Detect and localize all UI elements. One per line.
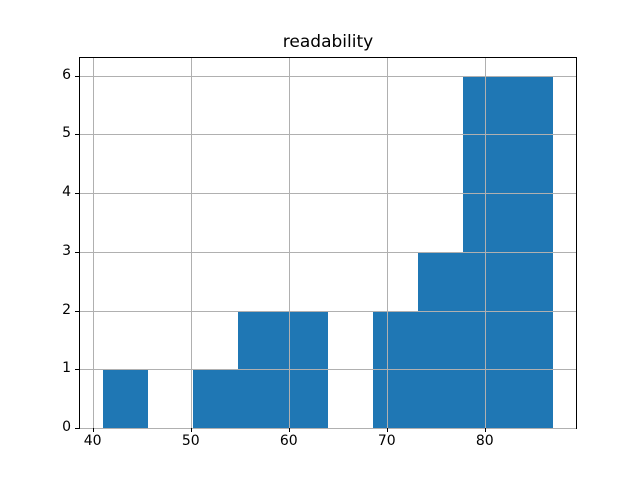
y-tick-mark bbox=[75, 134, 79, 136]
histogram-bar bbox=[373, 310, 419, 428]
y-tick-label: 4 bbox=[62, 184, 71, 201]
histogram-bar bbox=[418, 251, 464, 428]
gridline-horizontal bbox=[80, 369, 576, 371]
gridline-vertical bbox=[92, 58, 94, 428]
chart-title: readability bbox=[282, 32, 374, 52]
grid-layer bbox=[80, 58, 576, 429]
x-tick-label: 80 bbox=[475, 433, 494, 449]
y-tick-label: 6 bbox=[62, 66, 71, 83]
y-tick-label: 3 bbox=[62, 242, 71, 259]
y-tick-label: 1 bbox=[62, 360, 71, 377]
gridline-vertical bbox=[386, 58, 388, 428]
gridline-horizontal bbox=[80, 193, 576, 195]
x-tick-label: 40 bbox=[83, 433, 102, 449]
gridline-horizontal bbox=[80, 310, 576, 312]
histogram-bar bbox=[192, 369, 238, 428]
gridline-vertical bbox=[484, 58, 486, 428]
y-tick-mark bbox=[75, 75, 79, 77]
y-tick-mark bbox=[75, 251, 79, 253]
x-tick-mark bbox=[484, 428, 486, 432]
x-tick-mark bbox=[190, 428, 192, 432]
histogram-bar bbox=[237, 310, 283, 428]
plot-area bbox=[79, 57, 577, 429]
x-tick-label: 50 bbox=[181, 433, 200, 449]
y-tick-label: 5 bbox=[62, 125, 71, 142]
gridline-horizontal bbox=[80, 75, 576, 77]
x-tick-mark bbox=[92, 428, 94, 432]
gridline-vertical bbox=[288, 58, 290, 428]
y-tick-label: 2 bbox=[62, 301, 71, 318]
y-tick-mark bbox=[75, 310, 79, 312]
gridline-vertical bbox=[190, 58, 192, 428]
y-tick-mark bbox=[75, 193, 79, 195]
gridline-horizontal bbox=[80, 134, 576, 136]
x-tick-mark bbox=[386, 428, 388, 432]
x-tick-mark bbox=[288, 428, 290, 432]
gridline-horizontal bbox=[80, 251, 576, 253]
y-tick-label: 0 bbox=[62, 419, 71, 435]
histogram-bar bbox=[282, 310, 328, 428]
y-tick-mark bbox=[75, 369, 79, 371]
x-tick-label: 70 bbox=[377, 433, 396, 449]
x-tick-label: 60 bbox=[279, 433, 298, 449]
gridline-horizontal bbox=[80, 428, 576, 429]
histogram-bar bbox=[102, 369, 148, 428]
y-tick-mark bbox=[75, 428, 79, 429]
